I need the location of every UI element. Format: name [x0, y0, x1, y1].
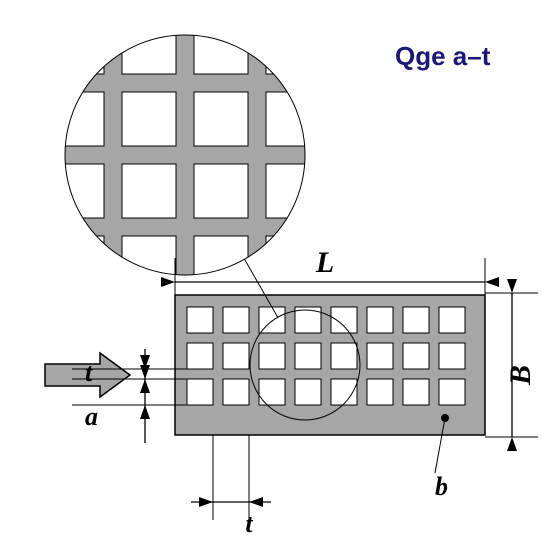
dim-B: B	[504, 365, 537, 386]
dim-a: a	[85, 402, 98, 431]
dim-t-horiz: t	[245, 509, 253, 538]
dim-t-vert: t	[85, 358, 93, 387]
title-text: Qge a–t	[395, 41, 491, 71]
dim-L: L	[315, 246, 334, 279]
dim-b: b	[435, 472, 448, 501]
